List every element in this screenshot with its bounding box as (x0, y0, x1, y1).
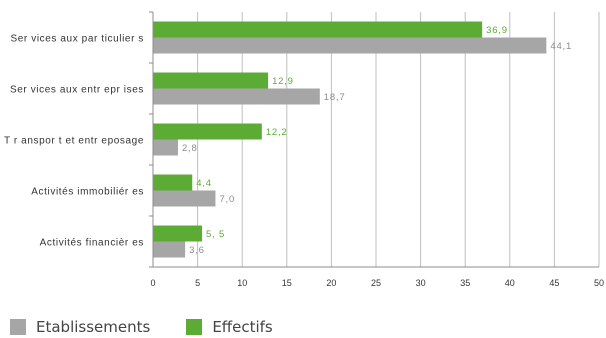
x-tick-label: 30 (416, 278, 426, 288)
x-tick-label: 5 (195, 278, 200, 288)
x-tick-label: 25 (371, 278, 381, 288)
bar-effectifs (153, 174, 193, 191)
legend: Etablissements Effectifs (10, 318, 309, 336)
legend-label-etablissements: Etablissements (36, 318, 151, 336)
legend-swatch-etablissements (10, 319, 26, 335)
legend-item-effectifs: Effectifs (186, 318, 273, 336)
bar-etablissements (153, 139, 178, 156)
data-label-effectifs: 12,9 (272, 76, 294, 87)
data-label-etablissements: 2,8 (182, 143, 198, 154)
data-label-etablissements: 7,0 (219, 194, 235, 205)
category-label: T r anspor t et entr eposage (4, 136, 144, 147)
bar-effectifs (153, 225, 203, 242)
bar-etablissements (153, 37, 547, 54)
bar-etablissements (153, 88, 320, 105)
data-label-etablissements: 44,1 (550, 41, 572, 52)
bar-etablissements (153, 241, 186, 258)
x-tick-label: 35 (460, 278, 470, 288)
category-label: Ser vices aux par ticulier s (10, 34, 144, 45)
x-tick-label: 50 (594, 278, 604, 288)
grid-lines (152, 12, 600, 267)
x-tick-label: 45 (549, 278, 559, 288)
axes (149, 11, 599, 268)
x-tick-label: 40 (505, 278, 515, 288)
data-label-effectifs: 4,4 (196, 178, 212, 189)
x-tick-label: 20 (326, 278, 336, 288)
data-label-etablissements: 18,7 (324, 92, 346, 103)
labels: 0 5 10 15 20 25 30 35 40 45 50 Ser vices aux par ti… (4, 25, 604, 288)
legend-label-effectifs: Effectifs (212, 318, 273, 336)
category-label: Activités financièr es (40, 238, 144, 249)
x-tick-label: 15 (282, 278, 292, 288)
x-tick-label: 0 (150, 278, 155, 288)
legend-item-etablissements: Etablissements (10, 318, 150, 336)
bars (153, 21, 547, 258)
data-label-effectifs: 12,2 (266, 127, 288, 138)
legend-swatch-effectifs (186, 319, 203, 335)
bar-effectifs (153, 123, 262, 140)
data-label-effectifs: 5, 5 (206, 229, 225, 240)
bar-etablissements (153, 190, 216, 207)
bar-effectifs (153, 72, 269, 89)
category-label: Activités immobiliér es (31, 187, 144, 198)
category-label: Ser vices aux entr epr ises (10, 85, 144, 96)
x-tick-label: 10 (237, 278, 247, 288)
bar-effectifs (153, 21, 483, 38)
bar-chart: 0 5 10 15 20 25 30 35 40 45 50 Ser vices aux par ti… (4, 11, 604, 288)
data-label-etablissements: 3,6 (189, 245, 205, 256)
data-label-effectifs: 36,9 (486, 25, 508, 36)
